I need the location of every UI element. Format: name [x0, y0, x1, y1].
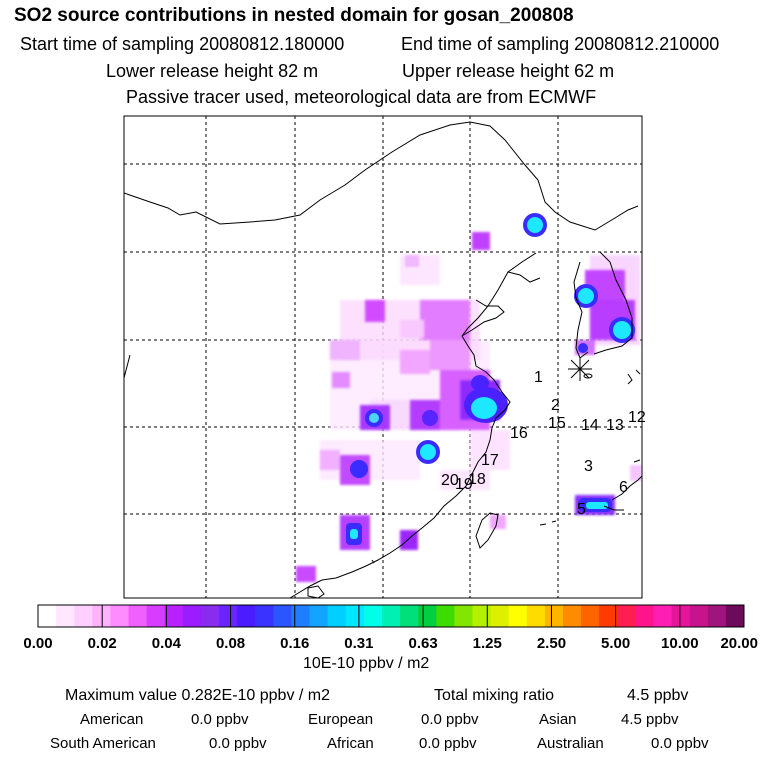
colorbar-tick-label: 0.63 [408, 635, 437, 652]
colorbar-tick-label: 0.02 [88, 635, 117, 652]
colorbar-swatch [38, 605, 57, 627]
colorbar-swatch [562, 605, 582, 627]
traj-label-13: 13 [606, 417, 624, 434]
colorbar-tick-label: 10.00 [661, 635, 699, 652]
colorbar-swatch [237, 605, 256, 627]
colorbar-swatch [581, 605, 600, 627]
tracer-info-label: Passive tracer used, meteorological data… [126, 87, 597, 107]
traj-label-12: 12 [628, 409, 646, 426]
colorbar-swatch [490, 605, 510, 627]
colorbar-swatch [635, 605, 654, 627]
colorbar-unit: 10E-10 ppbv / m2 [303, 655, 430, 672]
colorbar-swatch [544, 605, 564, 627]
colorbar-swatch [617, 605, 636, 627]
colorbar-swatch [363, 605, 383, 627]
colorbar-swatch [219, 605, 238, 627]
region-name: Australian [537, 735, 604, 752]
region-value: 0.0 ppbv [651, 735, 709, 752]
total-mixing-value: 4.5 ppbv [627, 687, 689, 704]
colorbar-swatch [400, 605, 419, 627]
colorbar-swatch [472, 605, 492, 627]
colorbar-tick-label: 2.50 [537, 635, 566, 652]
traj-label-18: 18 [468, 471, 486, 488]
traj-label-5: 5 [577, 501, 586, 518]
colorbar-swatch [526, 605, 546, 627]
total-mixing-label: Total mixing ratio [434, 687, 555, 704]
map-panel [124, 116, 642, 598]
colorbar-swatch [110, 605, 130, 627]
start-time-label: Start time of sampling 20080812.180000 [20, 34, 345, 54]
receptor-marker [568, 357, 592, 381]
colorbar-swatch [599, 605, 618, 627]
coastlines [124, 121, 642, 598]
colorbar-swatch [508, 605, 528, 627]
colorbar-tick-label: 20.00 [720, 635, 758, 652]
colorbar-swatch [164, 605, 184, 627]
region-name: Asian [539, 711, 577, 728]
trajectory-labels: 1 2 15 14 13 12 16 17 3 6 20 19 18 5 [441, 369, 646, 518]
upper-release-label: Upper release height 62 m [402, 61, 615, 81]
region-value: 0.0 ppbv [419, 735, 477, 752]
colorbar-tick-label: 0.04 [152, 635, 182, 652]
colorbar-swatch [707, 605, 727, 627]
page-title: SO2 source contributions in nested domai… [14, 5, 574, 26]
colorbar-swatch [291, 605, 311, 627]
end-time-label: End time of sampling 20080812.210000 [401, 34, 720, 54]
colorbar-tick-label: 0.31 [344, 635, 373, 652]
colorbar [37, 604, 745, 628]
colorbar-swatch [128, 605, 148, 627]
max-value-label: Maximum value 0.282E-10 ppbv / m2 [65, 687, 331, 704]
concentration-cores [346, 213, 635, 545]
concentration-patches [296, 232, 642, 582]
traj-label-14: 14 [581, 417, 599, 434]
region-name: American [80, 711, 144, 728]
colorbar-swatch [92, 605, 111, 627]
traj-label-3: 3 [584, 458, 593, 475]
colorbar-tick-label: 1.25 [473, 635, 502, 652]
traj-label-2: 2 [551, 397, 560, 414]
region-name: African [327, 735, 374, 752]
colorbar-swatch [182, 605, 202, 627]
map-frame [123, 115, 643, 599]
colorbar-tick-label: 5.00 [601, 635, 630, 652]
region-value: 0.0 ppbv [421, 711, 479, 728]
colorbar-tick-label: 0.16 [280, 635, 309, 652]
traj-label-17: 17 [481, 452, 499, 469]
region-value: 0.0 ppbv [191, 711, 249, 728]
colorbar-swatch [418, 605, 437, 627]
traj-label-19: 19 [455, 476, 473, 493]
region-name: European [308, 711, 374, 728]
colorbar-swatch [200, 605, 220, 627]
lower-release-label: Lower release height 82 m [106, 61, 319, 81]
colorbar-swatch [56, 605, 75, 627]
colorbar-swatch [653, 605, 673, 627]
colorbar-swatch [454, 605, 473, 627]
colorbar-tick-label: 0.08 [216, 635, 245, 652]
region-value: 0.0 ppbv [209, 735, 267, 752]
colorbar-swatch [327, 605, 347, 627]
colorbar-swatch [725, 605, 745, 627]
colorbar-swatch [436, 605, 455, 627]
colorbar-swatch [381, 605, 401, 627]
colorbar-swatch [74, 605, 93, 627]
colorbar-swatch [689, 605, 709, 627]
colorbar-tick-label: 0.00 [23, 635, 52, 652]
colorbar-swatch [255, 605, 274, 627]
traj-label-16: 16 [510, 425, 528, 442]
colorbar-swatch [671, 605, 691, 627]
traj-label-20: 20 [441, 472, 459, 489]
traj-label-6: 6 [619, 479, 628, 496]
colorbar-swatch [345, 605, 365, 627]
region-value: 4.5 ppbv [621, 711, 679, 728]
region-name: South American [50, 735, 156, 752]
colorbar-swatch [309, 605, 329, 627]
traj-label-15: 15 [548, 415, 566, 432]
traj-label-1: 1 [534, 369, 543, 386]
colorbar-ticks: 0.00 0.02 0.04 0.08 0.16 0.31 0.63 1.25 2.50 5.00… [23, 635, 758, 652]
colorbar-swatch [146, 605, 166, 627]
colorbar-swatch [273, 605, 292, 627]
